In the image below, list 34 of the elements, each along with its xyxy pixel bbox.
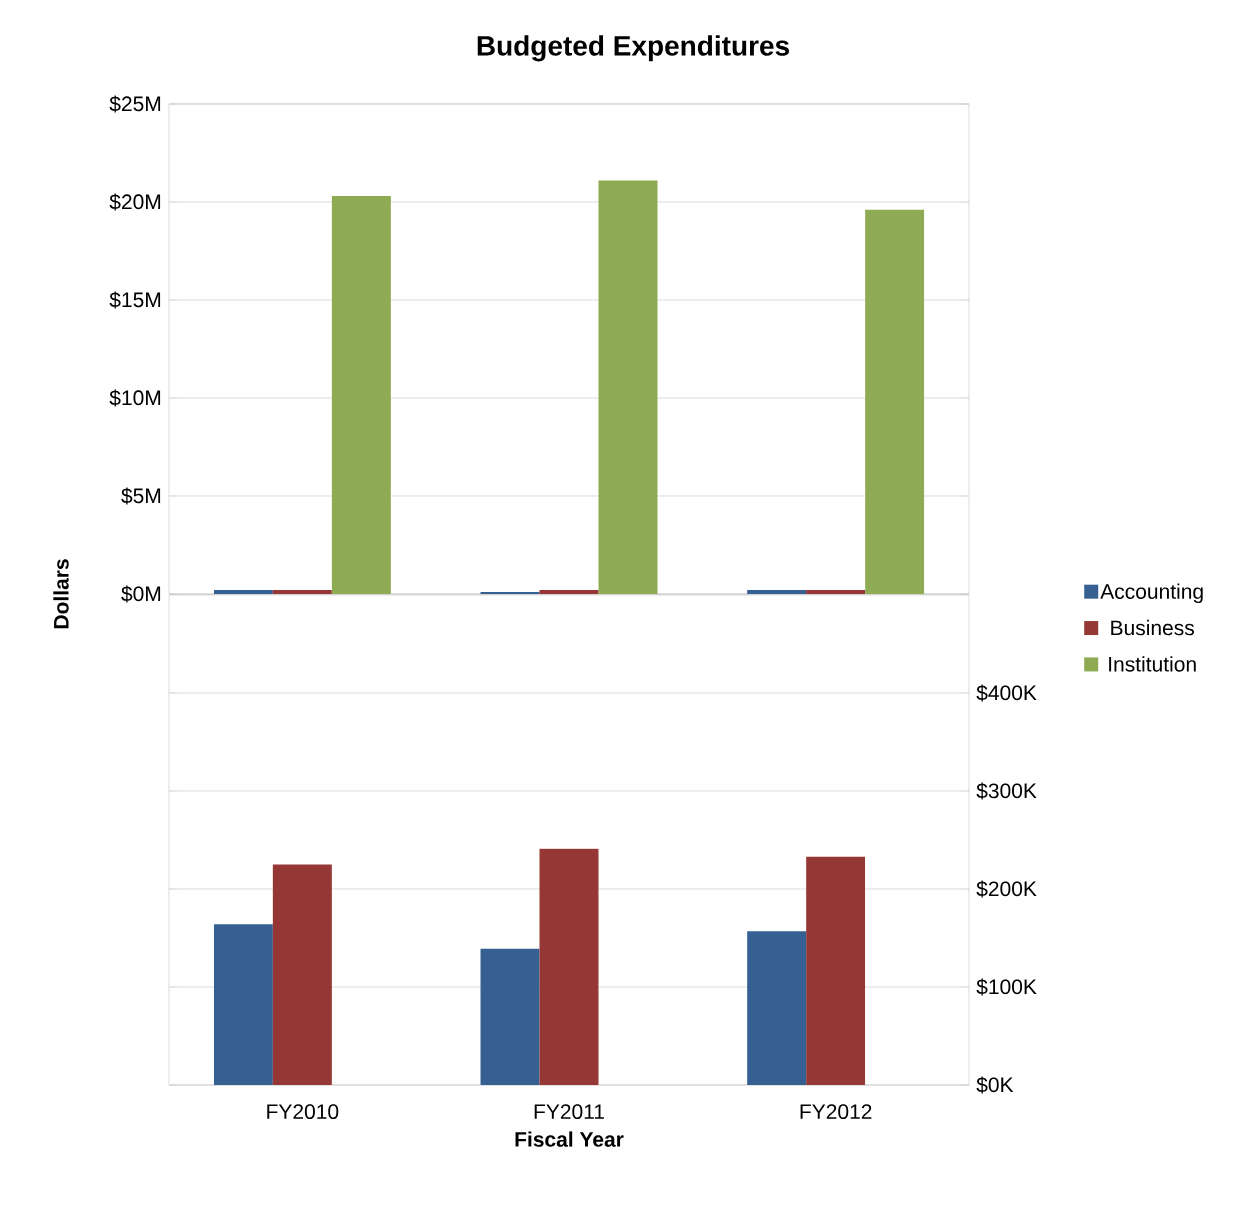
legend-label: Business bbox=[1111, 619, 1194, 636]
y-tick-label: $200K bbox=[976, 880, 1037, 898]
y-tick-label: $300K bbox=[976, 782, 1037, 800]
bar bbox=[331, 196, 391, 594]
chart-title: Budgeted Expenditures bbox=[477, 35, 789, 62]
bar bbox=[272, 590, 332, 594]
bar bbox=[480, 948, 540, 1085]
bar bbox=[213, 590, 273, 594]
x-tick-label: FY2010 bbox=[267, 1104, 339, 1120]
y-tick-label: $10M bbox=[109, 389, 161, 407]
y-tick-label: $5M bbox=[121, 487, 161, 505]
bar bbox=[747, 931, 807, 1085]
y-tick-label: $100K bbox=[976, 978, 1037, 996]
bar bbox=[539, 590, 599, 594]
bar bbox=[747, 590, 807, 594]
bar bbox=[598, 180, 658, 594]
bar bbox=[806, 856, 866, 1085]
x-tick-label: FY2011 bbox=[534, 1104, 604, 1120]
legend-label: Institution bbox=[1109, 656, 1196, 672]
x-tick-label: FY2012 bbox=[800, 1104, 872, 1120]
y-tick-label: $20M bbox=[109, 193, 161, 211]
legend-label: Accounting bbox=[1100, 583, 1203, 604]
bar bbox=[865, 209, 925, 594]
bar bbox=[539, 848, 599, 1085]
bar bbox=[213, 924, 273, 1085]
y-tick-label: $0K bbox=[976, 1076, 1014, 1094]
bar bbox=[806, 590, 866, 594]
y-tick-label: $15M bbox=[109, 291, 161, 309]
y-tick-label: $400K bbox=[976, 684, 1037, 702]
y-axis-title: Dollars bbox=[53, 559, 69, 629]
y-tick-label: $0M bbox=[121, 585, 161, 603]
bar bbox=[272, 864, 332, 1085]
x-axis-title: Fiscal Year bbox=[515, 1131, 624, 1147]
y-tick-label: $25M bbox=[109, 95, 161, 113]
